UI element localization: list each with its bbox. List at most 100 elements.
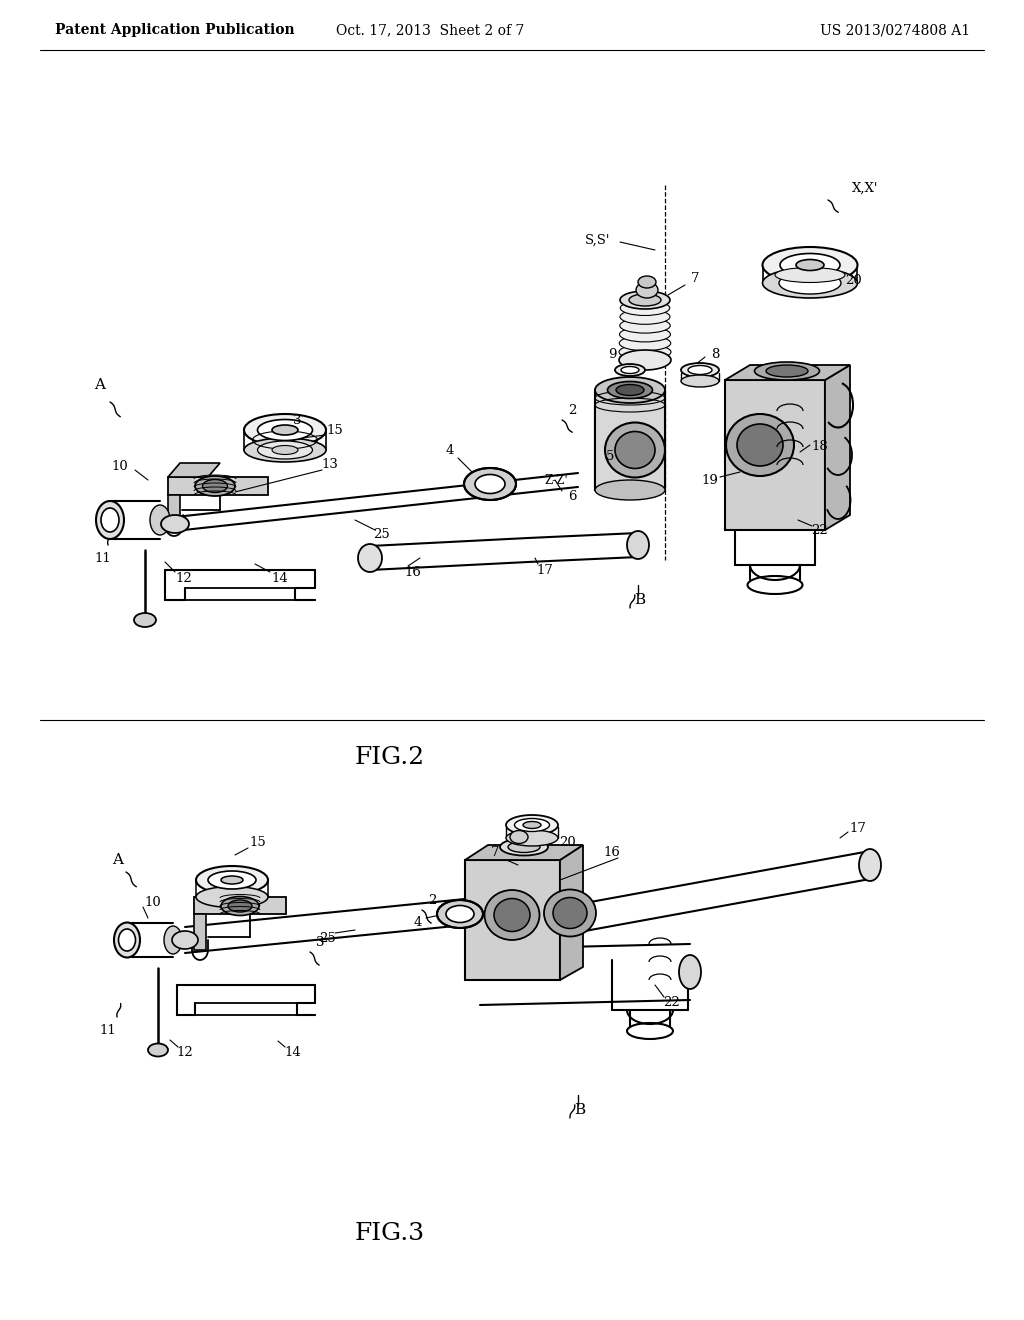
Text: 10: 10 [144,895,162,908]
Ellipse shape [203,479,227,492]
Text: 22: 22 [812,524,828,536]
Ellipse shape [737,424,783,466]
Text: 8: 8 [711,347,719,360]
Polygon shape [560,845,583,979]
Polygon shape [168,463,220,477]
Ellipse shape [544,890,596,936]
Ellipse shape [615,364,645,376]
Ellipse shape [523,821,541,829]
Polygon shape [465,845,583,861]
Ellipse shape [510,830,528,843]
Ellipse shape [636,282,658,298]
Ellipse shape [605,422,665,478]
Ellipse shape [114,923,140,957]
Ellipse shape [620,335,671,351]
Ellipse shape [508,842,540,853]
Text: 3: 3 [315,936,325,949]
Polygon shape [168,477,268,495]
Ellipse shape [484,890,540,940]
Text: FIG.2: FIG.2 [355,746,425,768]
Ellipse shape [618,345,671,359]
Ellipse shape [208,871,256,888]
Text: 13: 13 [322,458,339,471]
Ellipse shape [446,906,474,923]
Text: B: B [574,1104,586,1117]
Ellipse shape [681,363,719,378]
Text: 16: 16 [603,846,621,858]
Text: Oct. 17, 2013  Sheet 2 of 7: Oct. 17, 2013 Sheet 2 of 7 [336,22,524,37]
Ellipse shape [164,927,182,954]
Text: 7: 7 [691,272,699,285]
Text: 6: 6 [567,490,577,503]
Text: A: A [94,378,105,392]
Ellipse shape [514,818,550,832]
Ellipse shape [796,260,824,271]
Ellipse shape [272,446,298,454]
Ellipse shape [150,506,170,535]
Text: 2: 2 [568,404,577,417]
Polygon shape [595,389,665,490]
Ellipse shape [244,438,326,462]
Ellipse shape [763,268,857,298]
Ellipse shape [629,294,662,306]
Ellipse shape [101,508,119,532]
Text: US 2013/0274808 A1: US 2013/0274808 A1 [820,22,970,37]
Ellipse shape [221,876,243,884]
Ellipse shape [775,268,845,282]
Ellipse shape [437,900,483,928]
Ellipse shape [615,432,655,469]
Ellipse shape [780,253,840,276]
Text: 25: 25 [319,932,336,945]
Ellipse shape [506,814,558,836]
Ellipse shape [595,480,665,500]
Ellipse shape [620,318,671,333]
Ellipse shape [119,929,135,950]
Ellipse shape [681,375,719,387]
Text: 20: 20 [845,273,861,286]
Text: 4: 4 [445,444,455,457]
Text: 4: 4 [414,916,422,928]
Text: 17: 17 [850,821,866,834]
Text: 10: 10 [112,461,128,474]
Ellipse shape [779,272,841,294]
Polygon shape [825,366,850,531]
Text: 17: 17 [537,564,553,577]
Ellipse shape [621,367,639,374]
Ellipse shape [618,350,671,370]
Text: 15: 15 [327,424,343,437]
Ellipse shape [553,898,587,928]
Polygon shape [194,898,286,913]
Text: 5: 5 [606,450,614,463]
Text: 25: 25 [374,528,390,541]
Ellipse shape [616,384,644,396]
Polygon shape [725,380,825,531]
Ellipse shape [244,414,326,446]
Polygon shape [194,913,206,950]
Ellipse shape [464,469,516,500]
Ellipse shape [766,366,808,378]
Text: X,X': X,X' [852,181,879,194]
Text: S,S': S,S' [585,234,610,247]
Text: 19: 19 [701,474,719,487]
Ellipse shape [148,1044,168,1056]
Ellipse shape [221,896,259,916]
Text: 14: 14 [285,1045,301,1059]
Text: A: A [113,853,124,867]
Ellipse shape [755,362,819,380]
Ellipse shape [627,531,649,558]
Ellipse shape [195,477,234,496]
Text: 9: 9 [608,347,616,360]
Ellipse shape [595,378,665,403]
Ellipse shape [859,849,881,880]
Text: 11: 11 [94,552,112,565]
Text: 20: 20 [560,836,577,849]
Ellipse shape [172,931,198,949]
Ellipse shape [500,838,548,855]
Ellipse shape [161,515,189,533]
Ellipse shape [621,301,670,315]
Ellipse shape [134,612,156,627]
Text: 11: 11 [99,1023,117,1036]
Ellipse shape [96,502,124,539]
Ellipse shape [228,900,252,912]
Ellipse shape [475,474,505,494]
